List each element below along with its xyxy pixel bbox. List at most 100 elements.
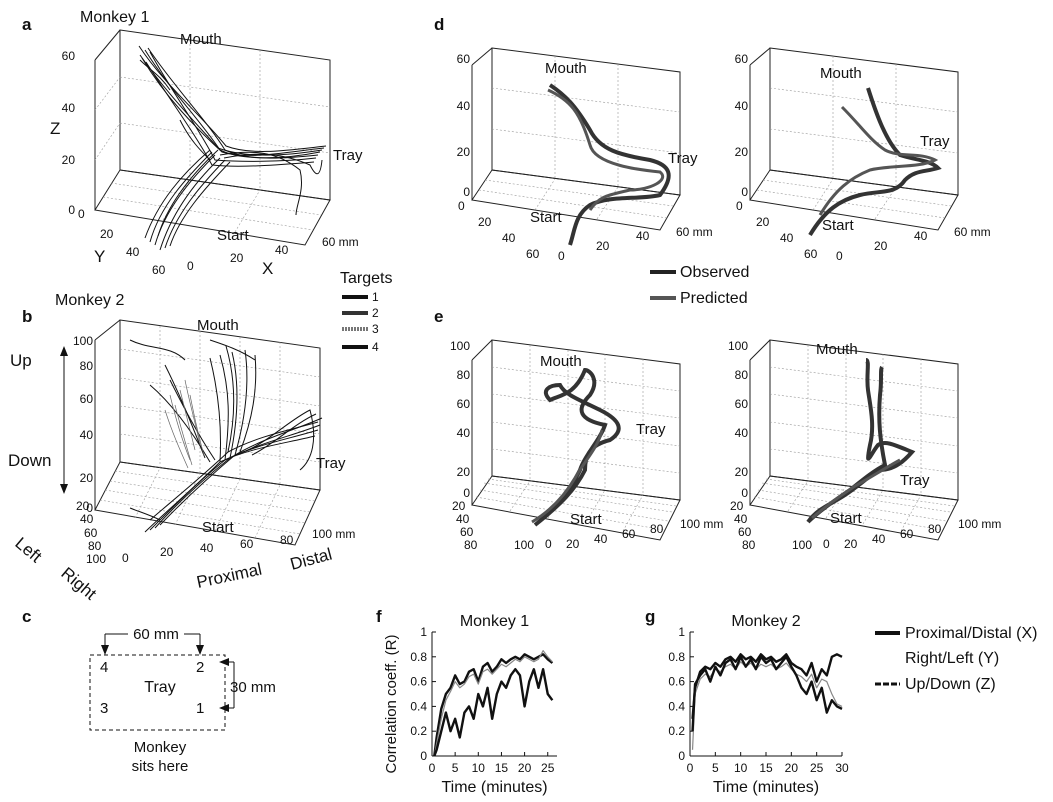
panel-e-left-label-tray: Tray — [636, 421, 666, 438]
chart-f-ylabel: Correlation coeff. (R) — [383, 635, 400, 774]
fg-legend-x-label: Proximal/Distal (X) — [905, 625, 1037, 642]
chart-g-series-1 — [691, 653, 843, 719]
panel-b-up-arrowhead — [60, 346, 68, 356]
chart-g-x-tick-label: 20 — [785, 761, 799, 775]
panel-e-right-z-tick-0: 0 — [741, 486, 748, 500]
panel-d-left-y-tick-3: 60 — [526, 247, 540, 261]
panel-a-x-tick-2: 40 — [275, 243, 289, 257]
panel-b-y-tick-2: 60 — [84, 526, 98, 540]
panel-a-z-tick-3: 60 — [62, 49, 76, 63]
panel-c-width-left-arrowhead — [101, 645, 109, 655]
chart-f-x-tick-label: 0 — [429, 761, 436, 775]
chart-g-x-tick-label: 0 — [687, 761, 694, 775]
panel-e-left-x-tick-4: 80 — [650, 522, 664, 536]
panel-e-right-label-mouth: Mouth — [816, 341, 858, 358]
panel-e-left-y-tick-4: 100 — [514, 538, 534, 552]
observed-predicted-legend: Observed Predicted — [650, 264, 749, 307]
chart-g-y-tick-label: 0.6 — [668, 675, 685, 689]
panel-d-left-y-tick-0: 0 — [458, 199, 465, 213]
panel-b-y-label-left: Left — [11, 534, 45, 567]
panel-d-left-z-tick-2: 40 — [457, 99, 471, 113]
panel-b-z-label-up: Up — [10, 351, 32, 370]
chart-g-x-tick-label: 25 — [810, 761, 824, 775]
panel-d-right-label-mouth: Mouth — [820, 65, 862, 82]
panel-c-tray-label: Tray — [144, 679, 175, 696]
panel-b-y-tick-3: 80 — [88, 539, 102, 553]
panel-e-left-z-tick-0: 0 — [463, 486, 470, 500]
panel-b-z-tick-5: 100 — [73, 334, 93, 348]
panel-c-caption-2: sits here — [132, 758, 189, 775]
panel-b-down-arrowhead — [60, 484, 68, 494]
target-2-label: 2 — [372, 306, 379, 320]
fg-legend: Proximal/Distal (X) Right/Left (Y) Up/Do… — [875, 625, 1037, 693]
target-1-label: 1 — [372, 290, 379, 304]
panel-e-right-x-tick-5: 100 mm — [958, 517, 1001, 531]
panel-b-label-tray: Tray — [316, 455, 346, 472]
chart-g-x-tick-label: 5 — [712, 761, 719, 775]
panel-a-label-start: Start — [217, 227, 250, 244]
panel-e-left-z-tick-4: 80 — [457, 368, 471, 382]
panel-e-right-x-tick-0: 0 — [823, 537, 830, 551]
panel-b-x-label-distal: Distal — [288, 545, 334, 574]
chart-g-xlabel: Time (minutes) — [713, 779, 819, 796]
panel-a-letter: a — [22, 15, 32, 34]
panel-b: b Monkey 2 — [8, 292, 355, 604]
panel-d-left-x-tick-3: 60 mm — [676, 225, 713, 239]
panel-e-left-x-tick-1: 20 — [566, 537, 580, 551]
panel-e-left-x-tick-0: 0 — [545, 537, 552, 551]
panel-d-left-x-tick-2: 40 — [636, 229, 650, 243]
panel-d-right-x-tick-3: 60 mm — [954, 225, 991, 239]
panel-a-y-tick-0: 0 — [78, 207, 85, 221]
panel-b-title: Monkey 2 — [55, 292, 124, 309]
panel-e-left-z-tick-3: 60 — [457, 397, 471, 411]
chart-f-series-1 — [433, 653, 554, 757]
panel-b-z-label-down: Down — [8, 451, 51, 470]
panel-d-left-x-tick-0: 0 — [558, 249, 565, 263]
panel-a-x-tick-0: 0 — [187, 259, 194, 273]
panel-e-right-z-tick-5: 100 — [728, 339, 748, 353]
panel-a-z-tick-1: 20 — [62, 153, 76, 167]
observed-label: Observed — [680, 264, 749, 281]
chart-g-x-tick-label: 10 — [734, 761, 748, 775]
panel-d-right-y-tick-3: 60 — [804, 247, 818, 261]
chart-f-y-tick-label: 0 — [420, 749, 427, 763]
panel-b-z-tick-2: 40 — [80, 428, 94, 442]
panel-e-left-z-tick-2: 40 — [457, 426, 471, 440]
panel-a-x-tick-3: 60 mm — [322, 235, 359, 249]
panel-e-letter: e — [434, 307, 443, 326]
panel-d-right-x-tick-0: 0 — [836, 249, 843, 263]
chart-g-y-tick-label: 0.4 — [668, 699, 685, 713]
chart-f-y-tick-label: 1 — [420, 625, 427, 639]
panel-a-y-tick-3: 60 — [152, 263, 166, 277]
panel-a-title: Monkey 1 — [80, 9, 149, 26]
panel-b-letter: b — [22, 307, 32, 326]
panel-d-right-z-tick-3: 60 — [735, 52, 749, 66]
panel-b-x-tick-3: 60 — [240, 537, 254, 551]
panel-b-x-tick-2: 40 — [200, 541, 214, 555]
panel-f-letter: f — [376, 607, 382, 626]
panel-e: e Mouth Tray Start 0 20 40 — [434, 307, 1001, 552]
panel-e-right-x-tick-1: 20 — [844, 537, 858, 551]
panel-d-right-y-tick-2: 40 — [780, 231, 794, 245]
panel-e-left-x-tick-3: 60 — [622, 527, 636, 541]
panel-a-label-mouth: Mouth — [180, 31, 222, 48]
panel-e-left-x-tick-5: 100 mm — [680, 517, 723, 531]
panel-g-letter: g — [645, 607, 655, 626]
panel-e-right-label-start: Start — [830, 510, 863, 527]
chart-f-title: Monkey 1 — [460, 613, 529, 630]
chart-f-series-3 — [433, 668, 554, 757]
panel-e-right-y-tick-1: 40 — [734, 512, 748, 526]
panel-d-right-z-tick-2: 40 — [735, 99, 749, 113]
panel-d-left-observed — [548, 83, 671, 246]
panel-d-right-y-tick-0: 0 — [736, 199, 743, 213]
panel-b-trajectories-light — [164, 379, 205, 469]
panel-c-width-right-arrowhead — [196, 645, 204, 655]
panel-c-corner-1: 1 — [196, 700, 204, 717]
panel-e-left-x-tick-2: 40 — [594, 532, 608, 546]
chart-f-y-tick-label: 0.8 — [410, 650, 427, 664]
panel-d-left-box: Mouth Tray Start 0 20 40 60 0 20 40 60 0… — [457, 47, 713, 263]
panel-b-x-label-proximal: Proximal — [195, 560, 264, 592]
panel-d-right-observed — [808, 87, 942, 237]
chart-f-x-tick-label: 10 — [472, 761, 486, 775]
